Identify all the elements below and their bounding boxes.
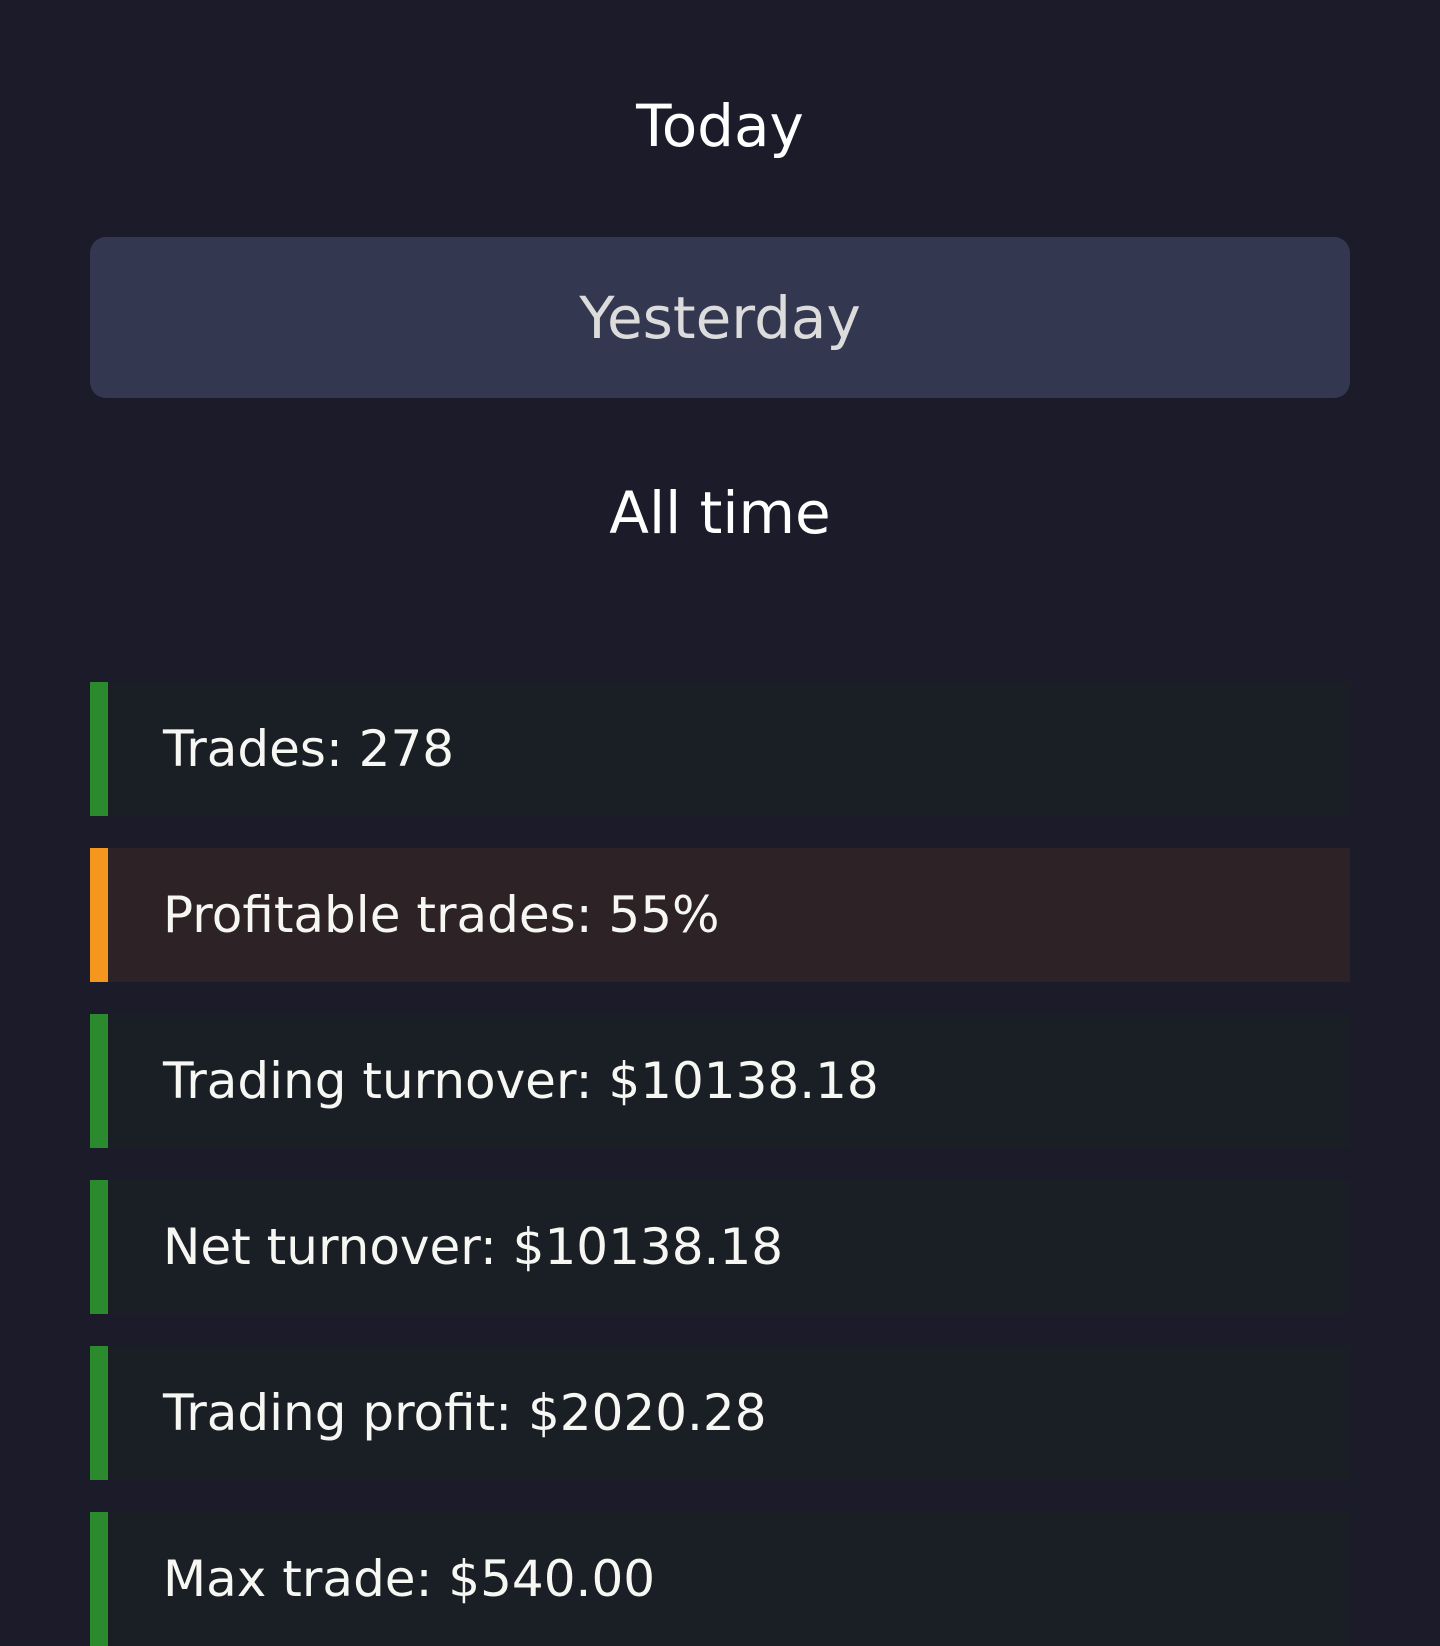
status-indicator	[90, 1512, 108, 1646]
status-indicator	[90, 1014, 108, 1148]
tab-yesterday[interactable]: Yesterday	[90, 237, 1350, 398]
stat-net-turnover: Net turnover: $10138.18	[90, 1180, 1350, 1314]
stat-profitable-trades: Profitable trades: 55%	[90, 848, 1350, 982]
stat-label: Profitable trades: 55%	[163, 886, 720, 944]
status-indicator	[90, 1346, 108, 1480]
tab-today[interactable]: Today	[636, 91, 804, 160]
stat-trading-profit: Trading profit: $2020.28	[90, 1346, 1350, 1480]
status-indicator	[90, 848, 108, 982]
stat-label: Trades: 278	[163, 720, 455, 778]
stat-max-trade: Max trade: $540.00	[90, 1512, 1350, 1646]
stat-trading-turnover: Trading turnover: $10138.18	[90, 1014, 1350, 1148]
tab-all-time[interactable]: All time	[609, 478, 831, 547]
stat-label: Net turnover: $10138.18	[163, 1218, 784, 1276]
status-indicator	[90, 682, 108, 816]
stat-label: Trading profit: $2020.28	[163, 1384, 767, 1442]
stat-trades: Trades: 278	[90, 682, 1350, 816]
stat-label: Max trade: $540.00	[163, 1550, 656, 1608]
stat-label: Trading turnover: $10138.18	[163, 1052, 879, 1110]
status-indicator	[90, 1180, 108, 1314]
